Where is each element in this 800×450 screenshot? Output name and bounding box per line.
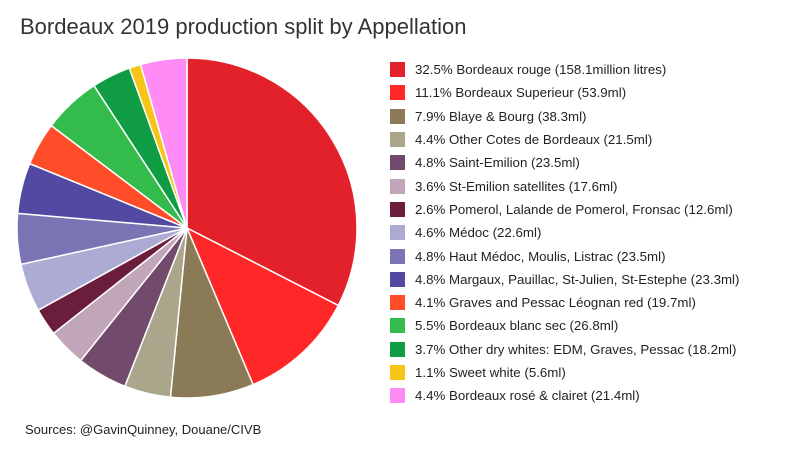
legend-label: 2.6% Pomerol, Lalande de Pomerol, Fronsa… [415,201,733,217]
legend-item: 4.1% Graves and Pessac Léognan red (19.7… [390,291,795,314]
legend-item: 3.7% Other dry whites: EDM, Graves, Pess… [390,338,795,361]
legend-label: 1.1% Sweet white (5.6ml) [415,365,566,380]
legend-item: 11.1% Bordeaux Superieur (53.9ml) [390,81,795,104]
source-note: Sources: @GavinQuinney, Douane/CIVB [25,422,262,437]
legend-item: 4.4% Other Cotes de Bordeaux (21.5ml) [390,128,795,151]
pie-chart [16,57,358,399]
legend-swatch [390,271,405,287]
legend-item: 32.5% Bordeaux rouge (158.1million litre… [390,58,795,81]
legend-label: 11.1% Bordeaux Superieur (53.9ml) [415,85,627,101]
legend-label: 5.5% Bordeaux blanc sec (26.8ml) [415,318,619,334]
legend-label: 4.4% Other Cotes de Bordeaux (21.5ml) [415,132,653,148]
legend-label: 4.4% Bordeaux rosé & clairet (21.4ml) [415,388,640,404]
legend-swatch [390,62,405,78]
legend-label: 7.9% Blaye & Bourg (38.3ml) [415,108,587,124]
legend-swatch [390,295,405,311]
legend-item: 4.8% Haut Médoc, Moulis, Listrac (23.5ml… [390,244,795,267]
legend-label: 3.7% Other dry whites: EDM, Graves, Pess… [415,341,737,357]
legend-swatch [390,155,405,171]
legend-swatch [390,132,405,148]
legend-item: 7.9% Blaye & Bourg (38.3ml) [390,105,795,128]
chart-title: Bordeaux 2019 production split by Appell… [20,14,467,39]
legend-swatch [390,201,405,217]
legend-swatch [390,341,405,357]
legend-item: 4.8% Margaux, Pauillac, St-Julien, St-Es… [390,268,795,291]
legend-swatch [390,388,405,404]
chart-legend: 32.5% Bordeaux rouge (158.1million litre… [390,58,795,407]
legend-label: 4.6% Médoc (22.6ml) [415,225,542,241]
legend-label: 4.8% Haut Médoc, Moulis, Listrac (23.5ml… [415,248,666,264]
legend-swatch [390,85,405,101]
legend-label: 32.5% Bordeaux rouge (158.1million litre… [415,62,667,78]
legend-item: 4.4% Bordeaux rosé & clairet (21.4ml) [390,384,795,407]
legend-swatch [390,365,405,380]
legend-label: 4.8% Saint-Emilion (23.5ml) [415,155,580,171]
legend-label: 3.6% St-Emilion satellites (17.6ml) [415,178,618,194]
legend-item: 2.6% Pomerol, Lalande de Pomerol, Fronsa… [390,198,795,221]
legend-item: 3.6% St-Emilion satellites (17.6ml) [390,174,795,197]
legend-swatch [390,178,405,194]
legend-item: 4.6% Médoc (22.6ml) [390,221,795,244]
legend-item: 4.8% Saint-Emilion (23.5ml) [390,151,795,174]
legend-swatch [390,248,405,264]
legend-label: 4.1% Graves and Pessac Léognan red (19.7… [415,295,696,311]
legend-label: 4.8% Margaux, Pauillac, St-Julien, St-Es… [415,271,740,287]
legend-swatch [390,318,405,334]
legend-item: 5.5% Bordeaux blanc sec (26.8ml) [390,314,795,337]
legend-swatch [390,225,405,241]
legend-swatch [390,108,405,124]
pie-slice-2 [185,226,340,386]
pie-slice-1 [186,57,358,307]
pie-slice-15 [139,57,188,229]
legend-item: 1.1% Sweet white (5.6ml) [390,361,795,384]
